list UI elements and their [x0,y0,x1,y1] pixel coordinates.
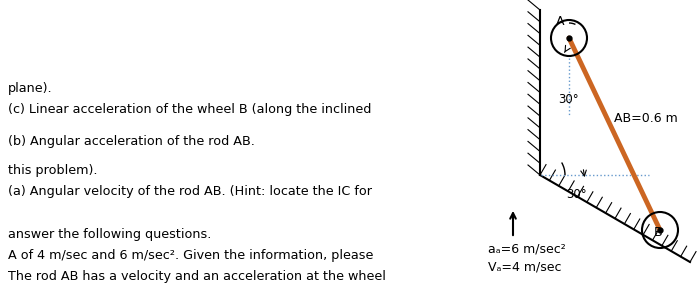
Text: 30°: 30° [566,188,587,201]
Text: plane).: plane). [8,82,52,95]
Text: 30°: 30° [558,93,579,106]
Text: The rod AB has a velocity and an acceleration at the wheel: The rod AB has a velocity and an acceler… [8,270,386,283]
Text: answer the following questions.: answer the following questions. [8,228,211,241]
Text: A: A [556,15,564,28]
Text: (c) Linear acceleration of the wheel B (along the inclined: (c) Linear acceleration of the wheel B (… [8,103,372,116]
Text: aₐ=6 m/sec²: aₐ=6 m/sec² [488,242,566,255]
Text: B: B [654,226,662,239]
Text: A of 4 m/sec and 6 m/sec². Given the information, please: A of 4 m/sec and 6 m/sec². Given the inf… [8,249,373,262]
Text: (a) Angular velocity of the rod AB. (Hint: locate the IC for: (a) Angular velocity of the rod AB. (Hin… [8,185,372,198]
Text: Vₐ=4 m/sec: Vₐ=4 m/sec [488,260,561,273]
Text: AB=0.6 m: AB=0.6 m [614,112,678,125]
Text: this problem).: this problem). [8,164,97,177]
Text: (b) Angular acceleration of the rod AB.: (b) Angular acceleration of the rod AB. [8,135,255,148]
